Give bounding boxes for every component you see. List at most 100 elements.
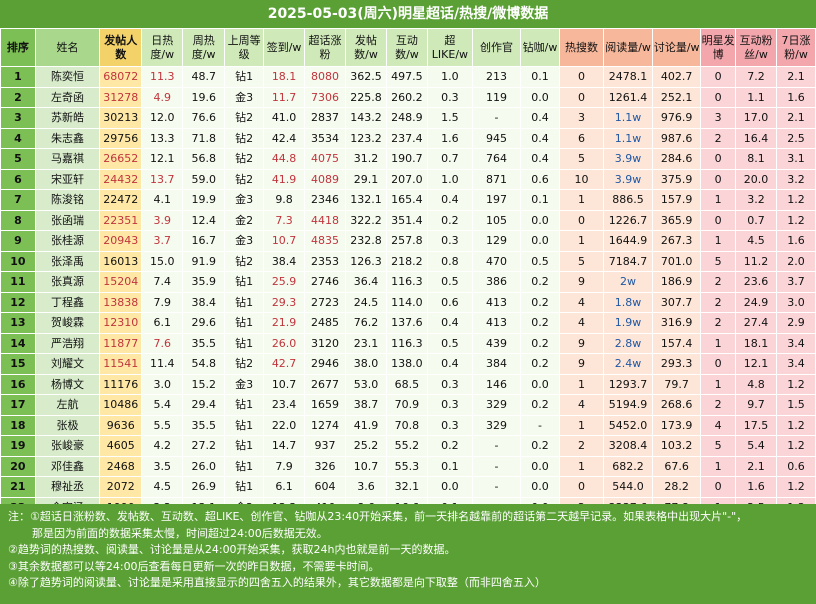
cell-name: 杨博文: [34, 373, 101, 395]
cell-fans-gain: 4089: [304, 168, 346, 190]
cell-name: 严浩翔: [34, 332, 101, 354]
cell-trending: 0: [558, 476, 604, 498]
cell-interact-fans: 1.1: [735, 86, 777, 108]
cell-name: 穆祉丞: [34, 476, 101, 498]
cell-fans-gain: 2353: [304, 250, 346, 272]
table-body: 1 陈奕恒 68072 11.3 48.7 钻1 18.1 8080 362.5 497.5 1.0…: [0, 66, 816, 518]
cell-week-heat: 48.7: [182, 66, 226, 88]
cell-last-level: 金3: [224, 230, 265, 252]
cell-discussions: 987.6: [652, 127, 702, 149]
cell-reads: 1226.7: [602, 209, 654, 231]
cell-interactions: 70.8: [385, 414, 428, 436]
cell-diamond: 0.2: [520, 435, 560, 457]
cell-name: 张桂源: [34, 230, 101, 252]
cell-last-level: 钻1: [224, 414, 265, 436]
cell-week-heat: 71.8: [182, 127, 226, 149]
table-row: 11 张真源 15204 7.4 35.9 钻1 25.9 2746 36.4 116.3 0.5 3…: [0, 271, 816, 293]
cell-trending: 3: [558, 107, 604, 129]
cell-last-level: 钻1: [224, 332, 265, 354]
cell-reads: 5452.0: [602, 414, 654, 436]
cell-interact-fans: 9.7: [735, 394, 777, 416]
cell-discussions: 157.4: [652, 332, 702, 354]
cell-checkin: 7.3: [263, 209, 306, 231]
cell-rank: 21: [0, 476, 36, 498]
cell-diamond: 0.2: [520, 332, 560, 354]
cell-creator: 439: [471, 332, 522, 354]
cell-creator: 213: [471, 66, 522, 88]
cell-rank: 15: [0, 353, 36, 375]
cell-super-like: 0.3: [426, 86, 473, 108]
cell-last-level: 钻2: [224, 250, 265, 272]
cell-day-heat: 7.6: [141, 332, 184, 354]
footnotes: 注：①超话日涨粉数、发帖数、互动数、超LIKE、创作官、钻咖从23:40开始采集…: [0, 504, 816, 604]
table-row: 21 穆祉丞 2072 4.5 26.9 钻1 6.1 604 3.6 32.1 0.0-0.0 0 5…: [0, 476, 816, 498]
cell-7day-fans: 1.2: [775, 189, 816, 211]
cell-name: 张极: [34, 414, 101, 436]
cell-day-heat: 13.3: [141, 127, 184, 149]
cell-trending: 10: [558, 168, 604, 190]
cell-week-heat: 19.9: [182, 189, 226, 211]
cell-checkin: 42.7: [263, 353, 306, 375]
cell-last-level: 金2: [224, 209, 265, 231]
cell-star-posts: 0: [700, 66, 737, 88]
cell-day-heat: 3.5: [141, 455, 184, 477]
cell-trending: 0: [558, 86, 604, 108]
cell-checkin: 38.4: [263, 250, 306, 272]
cell-posts: 76.2: [345, 312, 387, 334]
cell-reads: 2.4w: [602, 353, 654, 375]
cell-week-heat: 16.7: [182, 230, 226, 252]
cell-interact-fans: 17.0: [735, 107, 777, 129]
cell-trending: 9: [558, 271, 604, 293]
cell-week-heat: 91.9: [182, 250, 226, 272]
cell-week-heat: 59.0: [182, 168, 226, 190]
footnote-line: ④除了趋势词的阅读量、讨论量是采用直接显示的四舍五入的结果外，其它数据都是向下取…: [8, 576, 546, 589]
cell-creator: 386: [471, 271, 522, 293]
table-row: 6 宋亚轩 24432 13.7 59.0 钻2 41.9 4089 29.1 207.0 1.0 8…: [0, 168, 816, 190]
cell-week-heat: 56.8: [182, 148, 226, 170]
cell-trending: 1: [558, 189, 604, 211]
cell-checkin: 10.7: [263, 230, 306, 252]
table-row: 2 左奇函 31278 4.9 19.6 金3 11.7 7306 225.8 260.2 0.3 1…: [0, 86, 816, 108]
table-row: 17 左航 10486 5.4 29.4 钻1 23.4 1659 38.7 70.9 0.3 329…: [0, 394, 816, 416]
cell-7day-fans: 3.1: [775, 148, 816, 170]
cell-7day-fans: 1.5: [775, 394, 816, 416]
header-row: 排序 姓名 发帖人数 日热度/w 周热度/w 上周等级 签到/w 超话涨粉 发帖…: [0, 28, 816, 67]
cell-discussions: 293.3: [652, 353, 702, 375]
cell-day-heat: 12.1: [141, 148, 184, 170]
table-row: 7 陈浚铭 22472 4.1 19.9 金3 9.8 2346 132.1 165.4 0.4 19…: [0, 189, 816, 211]
cell-week-heat: 15.2: [182, 373, 226, 395]
cell-interactions: 116.3: [385, 332, 428, 354]
cell-fans-gain: 3534: [304, 127, 346, 149]
cell-last-level: 钻1: [224, 435, 265, 457]
header-week-heat: 周热度/w: [182, 28, 226, 67]
cell-day-heat: 5.4: [141, 394, 184, 416]
cell-star-posts: 2: [700, 312, 737, 334]
cell-discussions: 402.7: [652, 66, 702, 88]
cell-checkin: 23.4: [263, 394, 306, 416]
cell-interactions: 114.0: [385, 291, 428, 313]
cell-reads: 1.1w: [602, 107, 654, 129]
cell-posts: 322.2: [345, 209, 387, 231]
cell-week-heat: 35.5: [182, 332, 226, 354]
cell-discussions: 267.3: [652, 230, 702, 252]
cell-star-posts: 0: [700, 353, 737, 375]
cell-posts: 225.8: [345, 86, 387, 108]
header-interact-fans: 互动粉丝/w: [735, 28, 777, 67]
cell-posters: 4605: [99, 435, 143, 457]
table-row: 19 张峻豪 4605 4.2 27.2 钻1 14.7 937 25.2 55.2 0.2-0.2…: [0, 435, 816, 457]
cell-star-posts: 1: [700, 189, 737, 211]
header-diamond: 钻咖/w: [520, 28, 560, 67]
cell-super-like: 0.4: [426, 312, 473, 334]
stats-table: 排序 姓名 发帖人数 日热度/w 周热度/w 上周等级 签到/w 超话涨粉 发帖…: [0, 28, 816, 518]
cell-star-posts: 5: [700, 250, 737, 272]
cell-name: 马嘉祺: [34, 148, 101, 170]
cell-interact-fans: 20.0: [735, 168, 777, 190]
cell-fans-gain: 326: [304, 455, 346, 477]
cell-week-heat: 29.6: [182, 312, 226, 334]
cell-interact-fans: 0.7: [735, 209, 777, 231]
table-row: 18 张极 9636 5.5 35.5 钻1 22.0 1274 41.9 70.8 0.3 329-…: [0, 414, 816, 436]
cell-trending: 6: [558, 127, 604, 149]
cell-discussions: 316.9: [652, 312, 702, 334]
cell-checkin: 25.9: [263, 271, 306, 293]
cell-star-posts: 2: [700, 394, 737, 416]
